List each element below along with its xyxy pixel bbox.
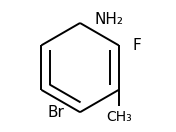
Text: CH₃: CH₃ [106,110,131,124]
Text: NH₂: NH₂ [94,12,123,27]
Text: Br: Br [47,105,64,120]
Text: F: F [133,38,142,53]
